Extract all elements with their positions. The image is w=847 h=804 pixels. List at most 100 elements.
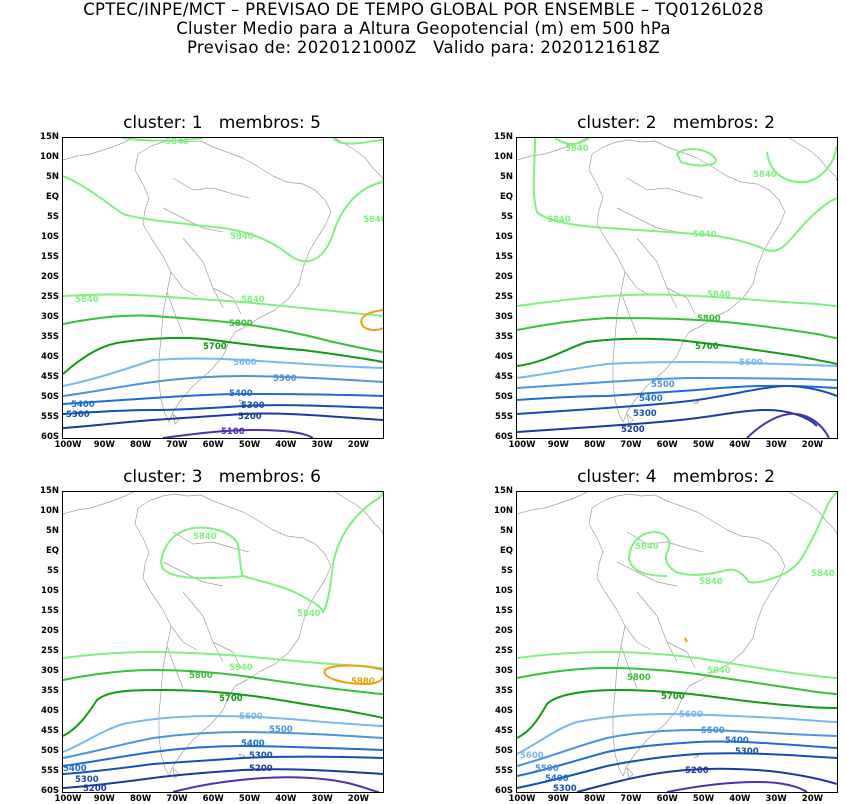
contour-5800 (63, 668, 383, 695)
lat-tick-label: 25S (495, 292, 513, 302)
lat-tick-label: 5S (46, 566, 59, 576)
label-5400: 5400 (725, 736, 749, 746)
label-5200: 5200 (83, 784, 107, 792)
lat-tick-label: 60S (41, 432, 59, 442)
lon-tick-label: 100W (54, 794, 82, 804)
contour-5600 (517, 712, 837, 755)
contour-5200 (63, 412, 383, 429)
label-5840: 5840 (229, 663, 253, 673)
lat-tick-label: 35S (495, 686, 513, 696)
label-5700: 5700 (695, 342, 719, 352)
africa-coast (334, 492, 383, 535)
contour-labels: 5840 5840 5840 5880 5800 5700 5600 5500 … (63, 532, 375, 792)
contour-5700 (63, 336, 383, 375)
lat-tick-label: 10S (41, 232, 59, 242)
lat-tick-label: EQ (45, 192, 59, 202)
lat-tick-label: 5N (45, 172, 59, 182)
coastline (517, 138, 837, 425)
lat-tick-label: 40S (495, 352, 513, 362)
lon-tick-label: 100W (54, 440, 82, 450)
lat-tick-label: EQ (499, 546, 513, 556)
label-5840: 5840 (297, 609, 321, 619)
lon-tick-label: 70W (166, 440, 188, 450)
lon-tick-label: 80W (583, 440, 606, 450)
borders (616, 177, 704, 335)
lon-tick-label: 20W (347, 794, 369, 804)
contour-5500 (517, 728, 837, 767)
lon-tick-label: 20W (801, 440, 823, 450)
contour-map: 5840 5840 5840 5840 5840 5800 5700 5600 … (517, 138, 837, 438)
contour-5800 (517, 316, 837, 339)
label-5200: 5200 (238, 412, 262, 422)
lat-tick-label: 55S (495, 412, 513, 422)
contour-labels: 5840 5840 5840 5840 5840 5800 5700 5600 … (547, 144, 777, 435)
central-america-coast (517, 492, 588, 515)
lat-tick-label: 5S (500, 212, 513, 222)
lat-tick-label: 20S (495, 272, 513, 282)
label-5840: 5840 (753, 170, 777, 180)
contour-5500 (517, 376, 837, 389)
lon-tick-label: 70W (620, 794, 642, 804)
lat-tick-label: 15N (494, 486, 513, 496)
lat-tick-label: 10N (40, 506, 59, 516)
lat-tick-label: 60S (41, 786, 59, 796)
contour-5200 (63, 768, 383, 789)
lat-tick-label: 55S (495, 766, 513, 776)
lon-tick-label: 80W (129, 794, 152, 804)
label-5840: 5840 (635, 542, 659, 552)
lon-tick-label: 60W (656, 440, 678, 450)
lat-tick-label: 10S (41, 586, 59, 596)
label-5300: 5300 (249, 751, 273, 761)
contour-5700 (517, 688, 837, 739)
coastline (517, 492, 837, 779)
contour-5840-bubble (675, 148, 717, 167)
label-5840: 5840 (707, 666, 731, 676)
contour-5840-top (122, 138, 204, 142)
contour-5880 (684, 637, 688, 643)
lat-tick-label: 10N (40, 152, 59, 162)
lon-tick-label: 70W (620, 440, 642, 450)
label-5840: 5840 (707, 290, 731, 300)
label-5300: 5300 (633, 409, 657, 419)
lon-tick-label: 60W (202, 794, 224, 804)
lat-tick-label: 15S (495, 252, 513, 262)
lat-tick-label: 10S (495, 232, 513, 242)
lat-tick-label: 5S (46, 212, 59, 222)
lon-tick-label: 30W (311, 440, 333, 450)
lat-tick-label: 20S (495, 626, 513, 636)
lat-tick-label: EQ (45, 546, 59, 556)
panel-title: cluster: 4 membros: 2 (577, 467, 775, 487)
label-5600: 5600 (679, 710, 703, 720)
contour-5300 (63, 404, 383, 415)
lat-tick-label: 5N (499, 526, 513, 536)
label-5840: 5840 (363, 215, 383, 225)
label-5500: 5500 (651, 380, 675, 390)
label-5840: 5840 (241, 295, 265, 305)
lat-tick-label: 35S (41, 332, 59, 342)
lat-tick-label: 30S (41, 312, 59, 322)
contour-5840-amazon (160, 492, 383, 615)
label-5840: 5840 (547, 215, 571, 225)
label-5500: 5500 (701, 726, 725, 736)
lat-tick-label: 30S (495, 666, 513, 676)
lon-tick-label: 50W (692, 794, 715, 804)
label-5880: 5880 (351, 677, 375, 687)
lat-tick-label: EQ (499, 192, 513, 202)
contour-5200 (517, 408, 818, 433)
contour-5400 (517, 384, 837, 401)
label-5700: 5700 (661, 692, 685, 702)
contour-5300 (517, 384, 837, 415)
header-line-1: CPTEC/INPE/MCT – PREVISAO DE TEMPO GLOBA… (83, 0, 764, 19)
lat-tick-label: 5N (45, 526, 59, 536)
label-5200: 5200 (685, 766, 709, 776)
contour-5500 (63, 374, 383, 397)
lat-tick-label: 20S (41, 626, 59, 636)
label-5500: 5500 (273, 374, 297, 384)
lat-tick-label: 30S (41, 666, 59, 676)
contours (63, 138, 383, 438)
contour-map: 5840 5840 5840 5880 5800 5700 5600 5500 … (63, 492, 383, 792)
contour-5840-north (532, 138, 837, 252)
lat-tick-label: 45S (495, 726, 513, 736)
label-5300: 5300 (553, 784, 577, 792)
panel-title: cluster: 3 membros: 6 (123, 467, 321, 487)
